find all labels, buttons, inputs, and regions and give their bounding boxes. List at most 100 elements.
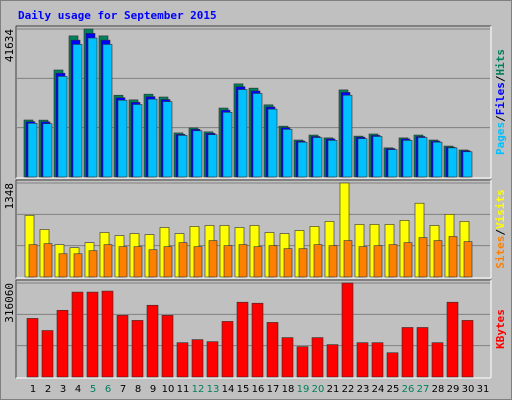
bar: [103, 244, 113, 278]
x-tick-label: 8: [135, 384, 141, 395]
bar: [311, 337, 324, 378]
bar: [252, 93, 263, 178]
bar: [236, 301, 249, 378]
x-tick-label: 15: [237, 384, 250, 395]
bar: [118, 246, 128, 278]
x-tick-label: 5: [90, 384, 96, 395]
x-tick-label: 9: [150, 384, 156, 395]
bar: [101, 290, 114, 378]
bar: [86, 291, 99, 378]
legend-entry: Sites: [494, 236, 507, 269]
bar: [463, 241, 473, 278]
x-tick-label: 25: [387, 384, 400, 395]
bar: [296, 346, 309, 378]
bar: [176, 342, 189, 378]
legend-entry: Hits: [494, 49, 507, 76]
x-tick-label: 12: [192, 384, 205, 395]
x-tick-label: 17: [267, 384, 280, 395]
legend-entry: KBytes: [494, 309, 507, 349]
bar: [222, 112, 233, 178]
bar: [148, 249, 158, 278]
bar: [251, 302, 264, 378]
bar: [401, 327, 414, 378]
legend: Sites/Visits: [494, 189, 507, 269]
bar: [192, 130, 203, 178]
bar: [207, 134, 218, 178]
bar: [132, 104, 143, 178]
x-tick-label: 11: [177, 384, 190, 395]
bar: [298, 248, 308, 278]
bar: [357, 138, 368, 178]
bar: [432, 141, 443, 178]
legend-separator: /: [494, 229, 507, 236]
legend-entry: Pages: [494, 122, 507, 155]
bar: [446, 301, 459, 378]
bar: [402, 140, 413, 178]
bar: [73, 253, 83, 278]
bar: [403, 242, 413, 278]
bar: [268, 245, 278, 278]
bar: [326, 344, 339, 378]
x-tick-label: 23: [357, 384, 370, 395]
x-tick-label: 27: [417, 384, 430, 395]
bar: [447, 147, 458, 178]
bar: [418, 237, 428, 278]
bar: [28, 244, 38, 278]
x-tick-label: 14: [222, 384, 235, 395]
bar: [26, 318, 39, 378]
y-tick-label: 41634: [3, 29, 16, 62]
bar: [342, 94, 353, 178]
bar: [343, 240, 353, 278]
x-tick-label: 24: [372, 384, 385, 395]
x-tick-label: 16: [252, 384, 265, 395]
bar: [133, 246, 143, 278]
bar: [312, 137, 323, 178]
bar: [237, 89, 248, 178]
bar: [208, 240, 218, 278]
bar: [42, 123, 53, 178]
bar: [297, 141, 308, 178]
bar: [387, 149, 398, 178]
bar: [238, 244, 248, 278]
bar: [341, 282, 354, 378]
legend: Pages/Files/Hits: [494, 49, 507, 155]
legend-separator: /: [494, 115, 507, 122]
bar: [356, 342, 369, 378]
bar: [313, 244, 323, 278]
bar: [431, 342, 444, 378]
bar: [416, 327, 429, 378]
bar: [358, 246, 368, 278]
bar: [373, 245, 383, 278]
bar: [87, 37, 98, 178]
bar: [283, 248, 293, 278]
bar: [102, 44, 113, 178]
x-tick-label: 22: [342, 384, 355, 395]
bar: [117, 99, 128, 178]
chart-title: Daily usage for September 2015: [18, 9, 217, 22]
x-tick-label: 30: [462, 384, 475, 395]
legend-entry: Files: [494, 82, 507, 115]
bar: [328, 245, 338, 278]
bar: [448, 236, 458, 278]
bar: [162, 101, 173, 178]
bar: [206, 341, 219, 378]
bar: [282, 129, 293, 178]
y-tick-label: 316060: [3, 283, 16, 323]
bar: [43, 243, 53, 278]
x-tick-label: 28: [432, 384, 445, 395]
bar: [461, 320, 474, 378]
x-tick-label: 29: [447, 384, 460, 395]
bar: [178, 242, 188, 278]
bar: [27, 123, 38, 178]
x-tick-label: 3: [60, 384, 66, 395]
bar: [177, 135, 188, 178]
bar: [41, 330, 54, 378]
bar: [72, 44, 83, 178]
x-tick-label: 10: [162, 384, 175, 395]
bar: [71, 291, 84, 378]
y-tick-label: 1348: [3, 183, 16, 210]
bar: [223, 245, 233, 278]
bar: [161, 315, 174, 378]
x-tick-label: 6: [105, 384, 111, 395]
